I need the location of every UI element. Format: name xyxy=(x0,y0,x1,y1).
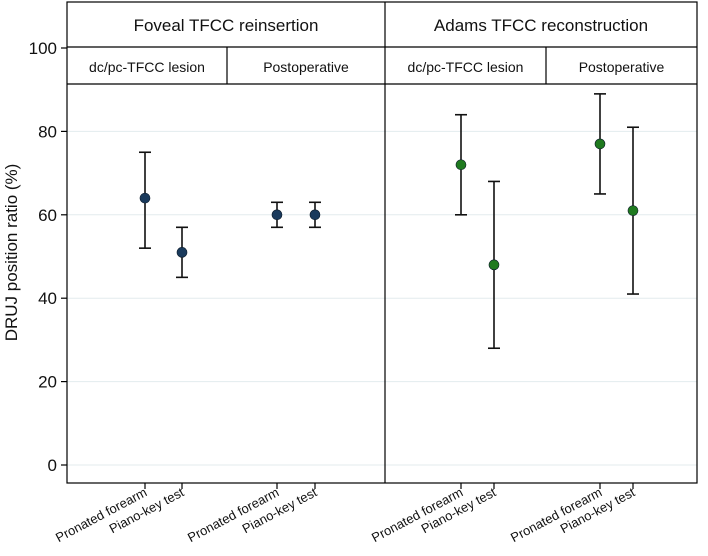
y-tick-label-0: 0 xyxy=(48,456,57,475)
data-point-1-1-1 xyxy=(627,205,639,216)
group-label-0-0: dc/pc-TFCC lesion xyxy=(89,59,205,75)
y-tick-label-3: 60 xyxy=(38,206,57,225)
plot-frame xyxy=(66,1,698,484)
group-label-1-0: dc/pc-TFCC lesion xyxy=(408,59,524,75)
data-point-0-1-1 xyxy=(309,209,321,221)
data-point-0-1-0 xyxy=(271,209,283,221)
data-point-1-1-0 xyxy=(594,138,606,150)
data-point-0-0-1 xyxy=(176,247,188,258)
data-point-1-0-0 xyxy=(455,159,467,171)
y-axis-label: DRUJ position ratio (%) xyxy=(2,164,21,342)
panel-title-1: Adams TFCC reconstruction xyxy=(434,16,648,35)
y-tick-label-5: 100 xyxy=(29,39,57,58)
y-tick-label-1: 20 xyxy=(38,373,57,392)
y-tick-label-4: 80 xyxy=(38,122,57,141)
group-label-0-1: Postoperative xyxy=(263,59,349,75)
data-point-1-0-1 xyxy=(488,259,500,271)
y-tick-label-2: 40 xyxy=(38,289,57,308)
panel-title-0: Foveal TFCC reinsertion xyxy=(134,16,319,35)
group-label-1-1: Postoperative xyxy=(579,59,665,75)
data-point-0-0-0 xyxy=(139,192,151,204)
